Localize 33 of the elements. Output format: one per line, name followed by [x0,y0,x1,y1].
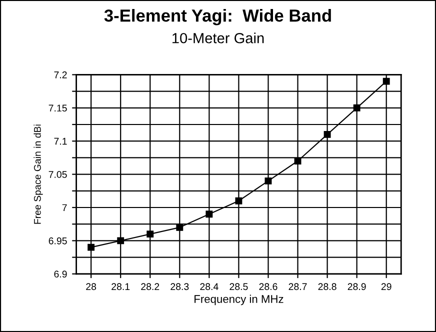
x-tick-label: 28 [86,283,96,290]
point [146,230,154,238]
x-tick-label: 28.8 [318,283,336,290]
x-tick-label: 28.2 [141,283,160,290]
y-tick-label: 7.05 [48,171,67,178]
y-tick-label: 6.95 [48,237,67,244]
x-tick-label: 28.4 [200,283,218,290]
y-axis-title: Free Space Gain in dBi [34,124,43,224]
point [235,197,242,204]
point [294,158,302,164]
x-axis-title: Frequency in MHz [194,294,284,306]
x-tick-label: 28.3 [170,283,189,290]
point [206,210,213,218]
point [324,130,331,138]
y-tick-label: 7.1 [54,138,67,145]
point [117,237,124,244]
y-tick-label: 7.2 [54,71,67,78]
x-tick-label: 28.6 [259,283,278,290]
y-tick-label: 6.9 [54,270,67,278]
point [382,78,390,85]
point [88,244,95,251]
chart-subtitle: 10-Meter Gain [172,32,264,44]
x-tick-label: 28.7 [288,283,307,290]
chart-title: 3-Element Yagi: Wide Band [104,9,331,26]
y-tick-label: 7 [62,204,67,212]
point [264,177,272,184]
x-tick-label: 28.5 [230,283,248,290]
y-tick-label: 7.15 [48,104,67,112]
x-tick-label: 28.1 [112,283,130,290]
x-tick-label: 29 [381,283,392,290]
point [353,104,360,112]
x-tick-label: 28.9 [348,283,366,290]
point [176,224,184,231]
